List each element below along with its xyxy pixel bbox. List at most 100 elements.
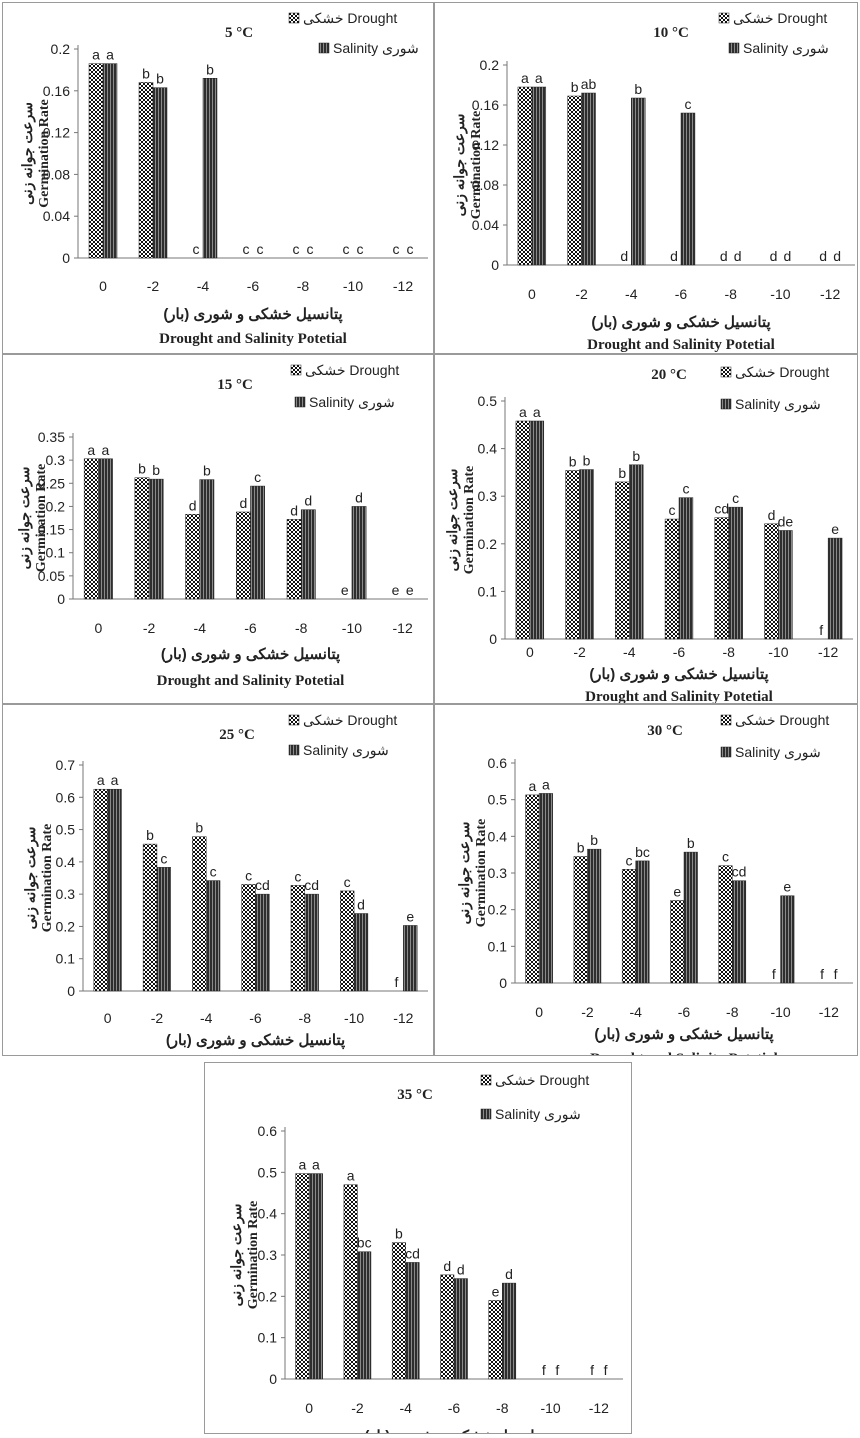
y-tick-label: 0.2 xyxy=(480,57,500,73)
bar-salinity xyxy=(152,87,168,259)
bar-label-salinity: f xyxy=(604,1362,608,1378)
legend-swatch-salinity xyxy=(720,398,732,410)
x-tick-label: -6 xyxy=(673,644,686,660)
bar-salinity xyxy=(827,537,843,640)
bar-label-drought: c xyxy=(193,241,200,257)
bar-label-drought: a xyxy=(347,1168,355,1184)
x-tick-label: -2 xyxy=(351,1400,364,1416)
y-axis-label-fa: سرعت جوانه زنی xyxy=(444,469,461,572)
y-tick-label: 0.2 xyxy=(56,918,76,934)
y-tick-label: 0.08 xyxy=(472,177,499,193)
y-axis-label-fa: سرعت جوانه زنی xyxy=(451,114,468,217)
y-axis-label-en: Germination Rate xyxy=(37,99,52,207)
x-tick-label: -10 xyxy=(343,278,363,294)
y-axis-label-en: Germination Rate xyxy=(462,466,477,574)
bar-label-salinity: b xyxy=(590,832,598,848)
bar-label-drought: b xyxy=(395,1226,403,1242)
bar-label-salinity: c xyxy=(160,850,167,866)
y-tick-label: 0.04 xyxy=(43,208,70,224)
bar-label-salinity: d xyxy=(457,1262,465,1278)
y-tick-label: 0.6 xyxy=(56,789,76,805)
y-tick-label: 0.15 xyxy=(38,522,65,538)
bar-drought xyxy=(488,1300,503,1380)
bar-salinity xyxy=(357,1251,372,1380)
bar-salinity xyxy=(107,788,122,992)
x-tick-label: -6 xyxy=(249,1010,262,1026)
x-tick-label: -6 xyxy=(244,620,257,636)
bar-drought xyxy=(236,511,251,600)
bar-drought xyxy=(565,470,580,640)
bar-salinity xyxy=(629,464,644,640)
y-axis-label-fa: سرعت جوانه زنی xyxy=(16,467,33,570)
chart-panel-30c: 0 0.1 0.2 0.3 0.4 0.5 0.6 a a 0 b b -2 c bc -4 e b -6 c cd -8… xyxy=(434,704,858,1056)
bar-label-salinity: f xyxy=(555,1362,559,1378)
x-tick-label: -2 xyxy=(575,286,588,302)
y-tick-label: 0.3 xyxy=(56,886,76,902)
bar-label-salinity: b xyxy=(687,835,695,851)
x-tick-label: -10 xyxy=(768,644,788,660)
bar-drought xyxy=(567,95,582,266)
bar-label-drought: d xyxy=(240,495,248,511)
bar-label-salinity: a xyxy=(106,47,114,63)
legend-swatch-salinity xyxy=(294,396,306,408)
x-tick-label: -6 xyxy=(675,286,688,302)
x-tick-label: -8 xyxy=(295,620,308,636)
legend-label-salinity: Salinity شوری xyxy=(495,1106,581,1123)
bar-label-salinity: c xyxy=(307,241,314,257)
bar-label-drought: a xyxy=(528,778,536,794)
bar-label-salinity: c xyxy=(257,241,264,257)
bar-salinity xyxy=(587,848,602,984)
bar-label-salinity: c xyxy=(210,864,217,880)
legend-label-drought: خشکی Drought xyxy=(495,1072,589,1088)
y-tick-label: 0.35 xyxy=(38,429,65,445)
legend-label-drought: خشکی Drought xyxy=(733,10,827,26)
y-tick-label: 0.1 xyxy=(258,1330,278,1346)
y-axis-label-en: Germination Rate xyxy=(40,824,55,932)
chart-panel-35c: 0 0.1 0.2 0.3 0.4 0.5 0.6 a a 0 a bc -2 b cd -4 d d -6 e d -8… xyxy=(204,1062,632,1434)
chart-title: 20 °C xyxy=(651,367,687,383)
x-tick-label: -4 xyxy=(623,644,636,660)
bar-label-salinity: b xyxy=(583,453,591,469)
bar-label-salinity: b xyxy=(152,462,160,478)
bar-drought xyxy=(621,869,636,984)
bar-label-drought: d xyxy=(290,502,298,518)
bar-label-drought: a xyxy=(521,70,529,86)
bar-label-salinity: e xyxy=(406,908,414,924)
bar-drought xyxy=(286,519,302,600)
x-axis-label-fa: پتانسیل خشکی و شوری (بار) xyxy=(591,314,770,332)
bar-label-drought: c xyxy=(393,241,400,257)
bar-drought xyxy=(343,1184,358,1380)
legend-label-salinity: Salinity شوری xyxy=(743,40,829,57)
bar-salinity xyxy=(255,893,270,992)
x-tick-label: -4 xyxy=(625,286,638,302)
legend-swatch-salinity xyxy=(480,1108,492,1120)
x-tick-label: 0 xyxy=(99,278,107,294)
y-tick-label: 0.3 xyxy=(46,452,66,468)
legend-label-salinity: Salinity شوری xyxy=(303,742,389,759)
bar-label-salinity: d xyxy=(734,248,742,264)
x-tick-label: -8 xyxy=(724,286,737,302)
x-tick-label: -12 xyxy=(393,278,413,294)
bar-label-drought: f xyxy=(820,966,824,982)
x-tick-label: -8 xyxy=(726,1004,739,1020)
bar-label-drought: b xyxy=(195,820,203,836)
bar-label-salinity: a xyxy=(535,70,543,86)
bar-label-salinity: c xyxy=(254,469,261,485)
bar-label-salinity: c xyxy=(682,481,689,497)
chart-svg: 00.040.080.120.160.2 a a0b b-2cb-4c c-6c c-8c… xyxy=(19,10,428,347)
bar-label-drought: b xyxy=(142,65,150,81)
x-tick-label: -8 xyxy=(299,1010,312,1026)
y-tick-label: 0 xyxy=(269,1371,277,1387)
bar-salinity xyxy=(732,880,747,984)
bar-label-salinity: cd xyxy=(732,864,747,880)
bar-label-drought: a xyxy=(87,442,95,458)
legend-swatch-drought xyxy=(288,12,300,24)
chart-svg: 00.10.20.30.40.50.6a a0b b-2cbc-4eb-6ccd-8… xyxy=(456,712,853,1055)
x-axis-label-fa: پتانسیل خشکی و شوری (بار) xyxy=(166,1032,345,1050)
y-tick-label: 0.5 xyxy=(56,822,76,838)
x-tick-label: -12 xyxy=(393,1010,413,1026)
legend-swatch-drought xyxy=(720,714,732,726)
chart-panel-15c: 0 0.05 0.1 0.15 0.2 0.25 0.3 0.35 a a 0 b b -2 d b -4 d c -… xyxy=(2,354,434,704)
bar-label-drought: f xyxy=(772,966,776,982)
legend-swatch-salinity xyxy=(720,746,732,758)
